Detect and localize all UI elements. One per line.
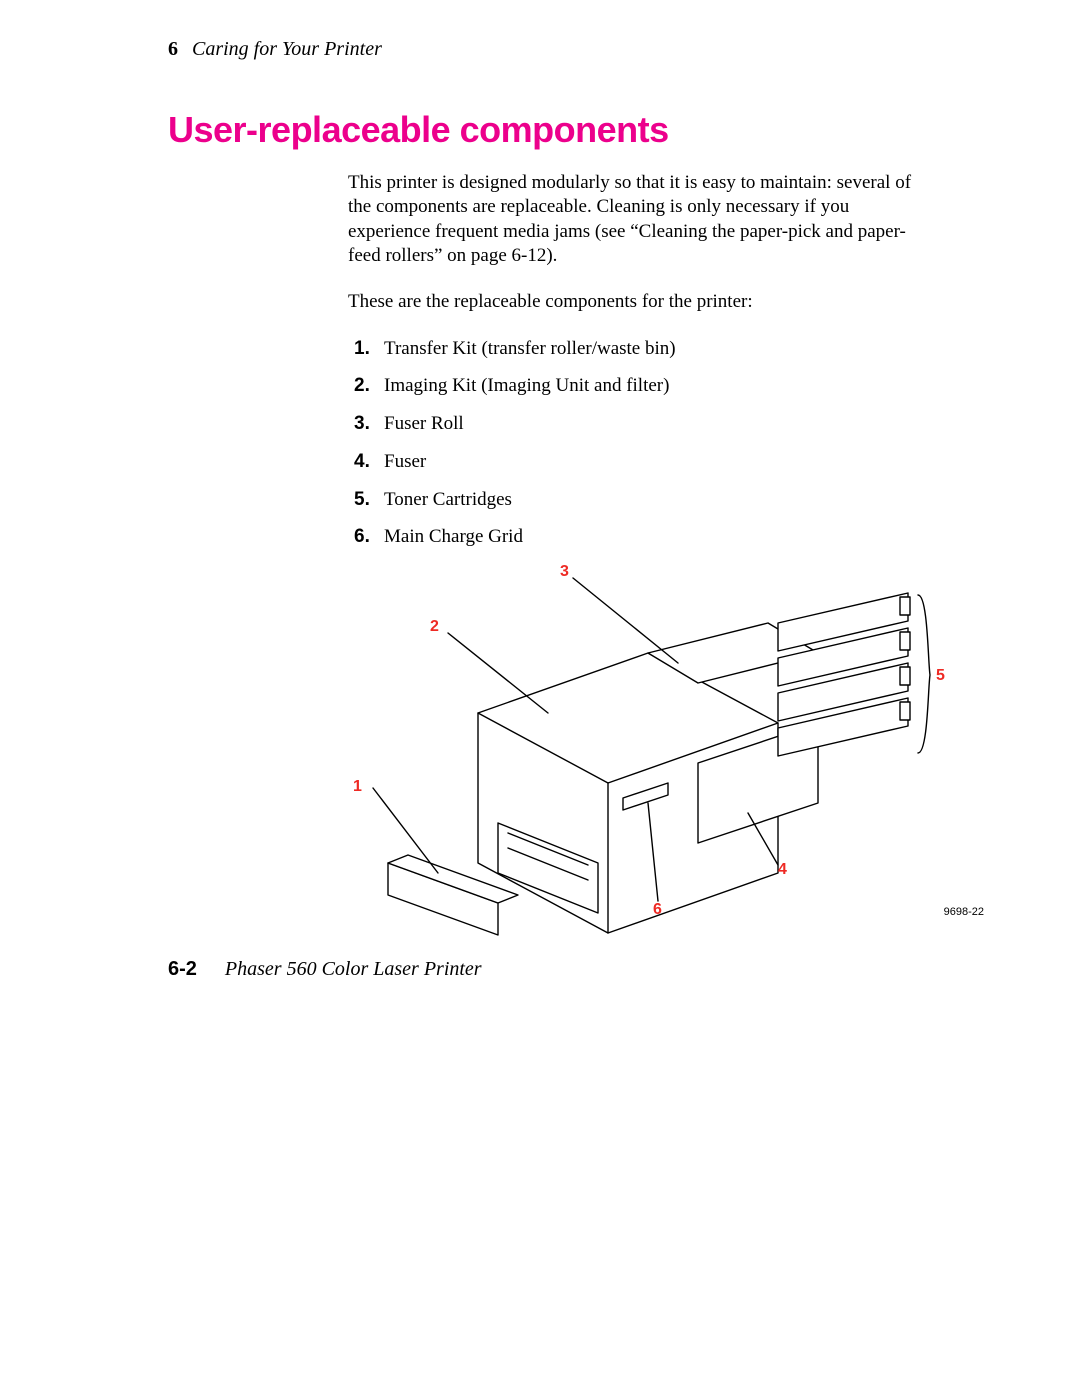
list-number: 6. <box>354 525 384 549</box>
component-list: 1. Transfer Kit (transfer roller/waste b… <box>354 337 928 550</box>
list-number: 3. <box>354 412 384 436</box>
body-column: This printer is designed modularly so th… <box>348 171 928 549</box>
list-label: Imaging Kit (Imaging Unit and filter) <box>384 374 669 398</box>
intro-paragraph-1: This printer is designed modularly so th… <box>348 171 928 268</box>
list-label: Toner Cartridges <box>384 488 512 512</box>
list-item: 1. Transfer Kit (transfer roller/waste b… <box>354 337 928 361</box>
list-number: 2. <box>354 374 384 398</box>
list-item: 4. Fuser <box>354 450 928 474</box>
callout-4: 4 <box>778 861 787 879</box>
callout-6: 6 <box>653 901 662 919</box>
intro-paragraph-2: These are the replaceable components for… <box>348 290 928 314</box>
list-item: 2. Imaging Kit (Imaging Unit and filter) <box>354 374 928 398</box>
running-header: 6 Caring for Your Printer <box>168 38 990 61</box>
list-number: 4. <box>354 450 384 474</box>
list-number: 5. <box>354 488 384 512</box>
document-title: Phaser 560 Color Laser Printer <box>225 958 482 980</box>
list-label: Transfer Kit (transfer roller/waste bin) <box>384 337 676 361</box>
callout-1: 1 <box>353 778 362 796</box>
callout-3: 3 <box>560 563 569 581</box>
exploded-diagram: 1 2 3 4 5 6 <box>348 563 948 963</box>
list-label: Fuser <box>384 450 426 474</box>
list-item: 3. Fuser Roll <box>354 412 928 436</box>
section-heading: User-replaceable components <box>168 109 990 151</box>
chapter-number: 6 <box>168 38 178 60</box>
page-number: 6-2 <box>168 958 197 980</box>
list-item: 5. Toner Cartridges <box>354 488 928 512</box>
figure-id: 9698-22 <box>944 906 984 918</box>
list-label: Fuser Roll <box>384 412 464 436</box>
chapter-title: Caring for Your Printer <box>192 38 382 60</box>
callout-5: 5 <box>936 667 945 685</box>
list-item: 6. Main Charge Grid <box>354 525 928 549</box>
list-number: 1. <box>354 337 384 361</box>
page-footer: 6-2 Phaser 560 Color Laser Printer <box>168 958 482 981</box>
page: 6 Caring for Your Printer User-replaceabl… <box>0 0 1080 1397</box>
callout-2: 2 <box>430 618 439 636</box>
list-label: Main Charge Grid <box>384 525 523 549</box>
